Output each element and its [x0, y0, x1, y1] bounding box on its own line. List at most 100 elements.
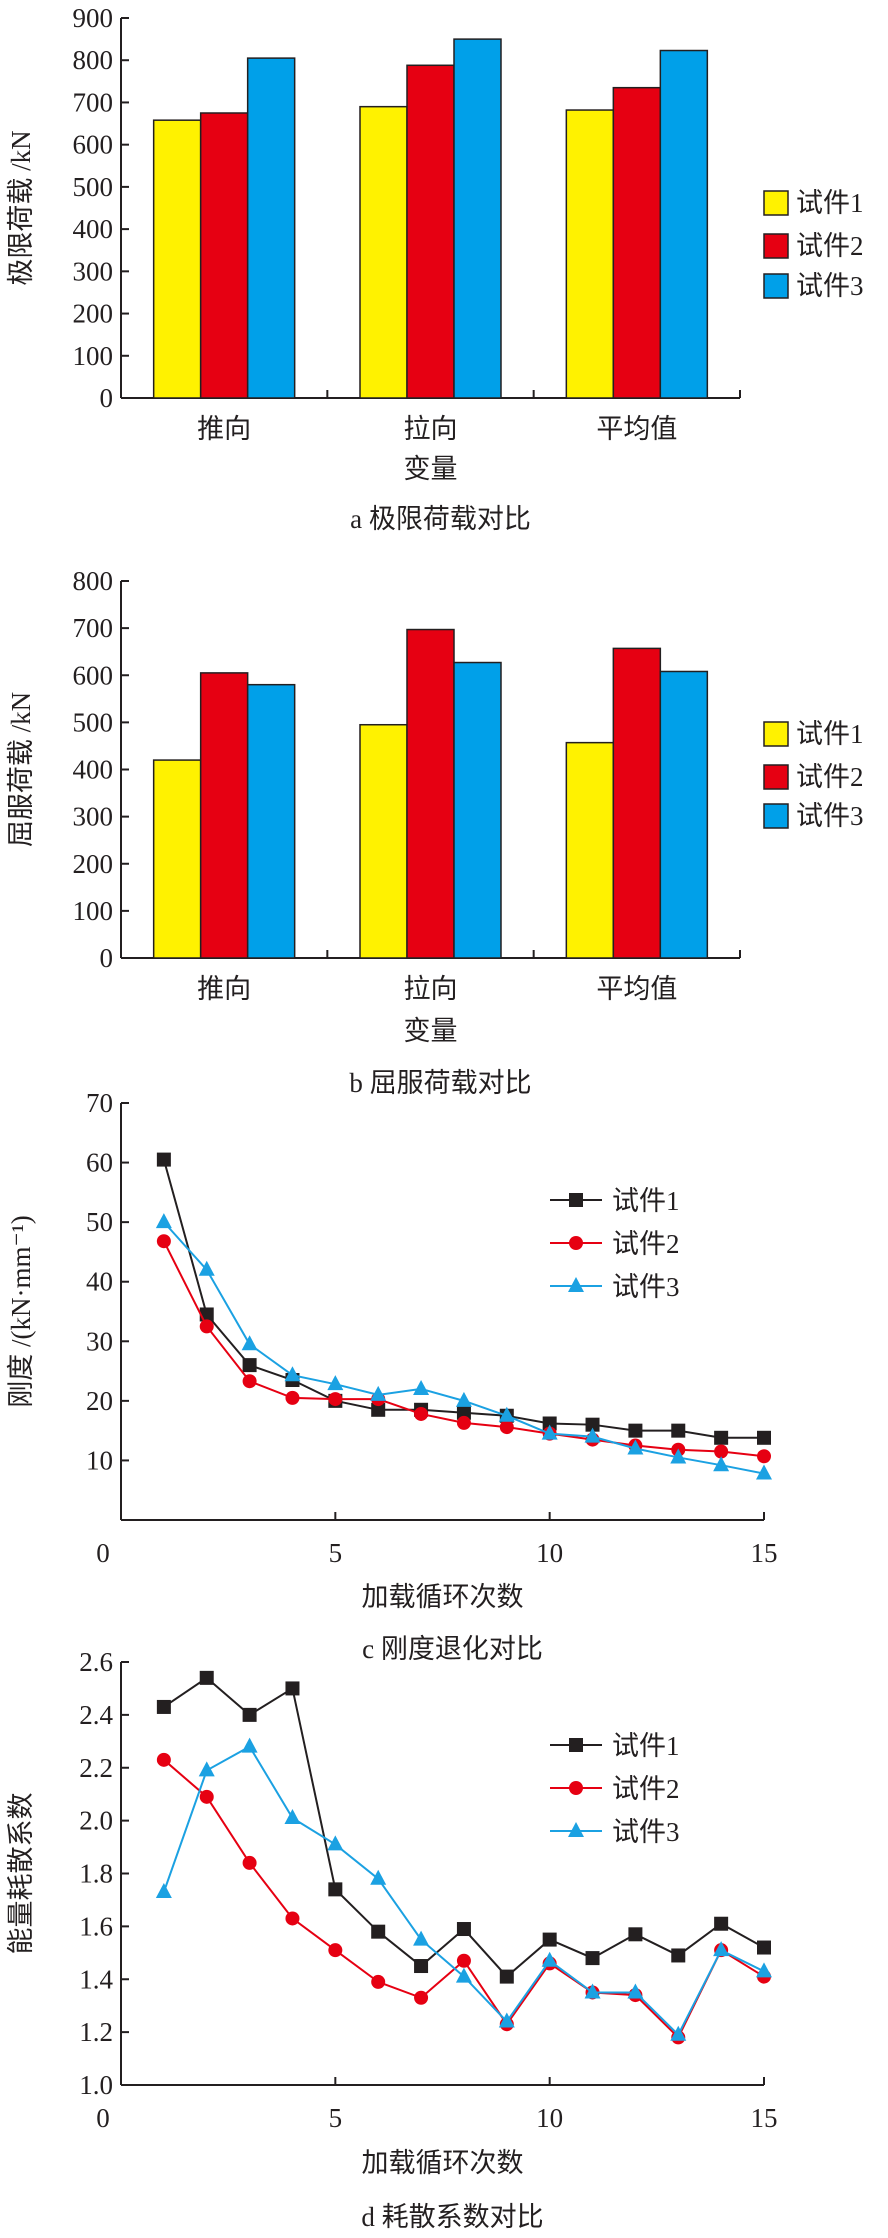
circle-marker: [456, 1953, 471, 1968]
bar-推向-试件1: [152, 119, 202, 399]
circle-marker: [328, 1392, 343, 1407]
y-tick-label: 100: [73, 896, 114, 926]
circle-marker: [371, 1974, 386, 1989]
square-marker: [371, 1402, 386, 1417]
y-axis-label: 屈服荷载 /kN: [6, 692, 36, 847]
triangle-marker: [713, 1456, 730, 1472]
y-tick-label: 600: [73, 130, 114, 160]
square-marker: [242, 1707, 257, 1722]
circle-marker: [199, 1319, 214, 1334]
legend-swatch: [763, 764, 789, 790]
y-tick-label: 200: [73, 849, 114, 879]
y-axis-label: 刚度 /(kN·mm⁻¹): [6, 1215, 36, 1408]
chart-caption: b 屈服荷载对比: [349, 1068, 531, 1098]
y-tick-label: 400: [73, 755, 114, 785]
triangle-marker: [541, 1424, 558, 1440]
square-marker: [456, 1405, 471, 1420]
circle-marker: [285, 1911, 300, 1926]
square-marker: [542, 1932, 557, 1947]
square-marker: [371, 1924, 386, 1939]
bar-平均值-试件2: [612, 647, 662, 959]
legend-label: 试件2: [612, 1774, 680, 1804]
x-tick-label: 平均值: [596, 974, 677, 1004]
x-tick-label: 推向: [197, 974, 251, 1004]
circle-marker: [569, 1781, 583, 1795]
y-tick-label: 40: [86, 1267, 113, 1297]
y-tick-label: 60: [86, 1148, 113, 1178]
bar-推向-试件3: [246, 683, 296, 959]
triangle-marker: [455, 1967, 472, 1983]
y-tick-label: 300: [73, 256, 114, 286]
x-tick-label: 推向: [197, 414, 251, 444]
square-marker: [585, 1417, 600, 1432]
x-tick-label: 15: [751, 1538, 778, 1568]
triangle-marker: [198, 1761, 215, 1777]
bar-平均值-试件2: [612, 86, 662, 399]
square-marker: [569, 1738, 583, 1752]
y-tick-label: 0: [100, 383, 114, 413]
x-tick-label: 5: [329, 1538, 343, 1568]
chart-caption: c 刚度退化对比: [362, 1634, 543, 1664]
square-marker: [671, 1423, 686, 1438]
y-tick-label: 2.4: [79, 1700, 113, 1730]
circle-marker: [414, 1406, 429, 1421]
square-marker: [499, 1969, 514, 1984]
x-tick-label: 10: [536, 1538, 563, 1568]
square-marker: [628, 1927, 643, 1942]
square-marker: [671, 1948, 686, 1963]
triangle-marker: [756, 1962, 772, 1978]
chart-caption: d 耗散系数对比: [361, 2202, 543, 2232]
bar-平均值-试件1: [565, 741, 615, 959]
bar-推向-试件2: [199, 112, 249, 399]
x-tick-label: 拉向: [404, 414, 458, 444]
triangle-marker: [413, 1930, 430, 1946]
legend-label: 试件1: [612, 1731, 680, 1761]
triangle-marker: [713, 1941, 730, 1957]
y-axis-label: 极限荷载 /kN: [6, 130, 36, 285]
y-tick-label: 500: [73, 172, 114, 202]
triangle-marker: [241, 1737, 258, 1753]
square-marker: [585, 1951, 600, 1966]
square-marker: [757, 1940, 771, 1955]
square-marker: [542, 1416, 557, 1431]
y-tick-label: 700: [73, 613, 114, 643]
y-tick-label: 70: [86, 1088, 113, 1118]
y-tick-label: 700: [73, 87, 114, 117]
bar-平均值-试件3: [659, 49, 709, 399]
bar-推向-试件3: [246, 57, 296, 399]
y-tick-label: 30: [86, 1326, 113, 1356]
x-tick-label: 拉向: [404, 974, 458, 1004]
square-marker: [714, 1916, 729, 1931]
square-marker: [628, 1423, 643, 1438]
square-marker: [242, 1358, 257, 1373]
x-tick-label: 5: [329, 2103, 343, 2133]
bar-拉向-试件3: [453, 38, 502, 399]
triangle-marker: [568, 1277, 584, 1292]
y-tick-label: 20: [86, 1386, 113, 1416]
square-marker: [156, 1152, 171, 1167]
chart-b: 0 100 200 300 400 500 600 700 800 屈服荷载 /kN 变量 b 屈服荷…: [6, 566, 864, 1098]
y-tick-label: 2.6: [79, 1647, 113, 1677]
triangle-marker: [455, 1391, 472, 1407]
triangle-marker: [284, 1808, 301, 1824]
legend-label: 试件1: [612, 1186, 680, 1216]
square-marker: [414, 1959, 429, 1974]
circle-marker: [242, 1855, 257, 1870]
x-tick-label: 0: [96, 1538, 110, 1568]
triangle-marker: [155, 1213, 172, 1229]
square-marker: [757, 1430, 771, 1445]
triangle-marker: [627, 1439, 644, 1455]
circle-marker: [328, 1943, 343, 1958]
y-tick-label: 2.0: [79, 1806, 113, 1836]
y-tick-label: 2.2: [79, 1753, 113, 1783]
square-marker: [156, 1699, 171, 1714]
square-marker: [456, 1922, 471, 1937]
legend-label: 试件1: [796, 188, 864, 218]
triangle-marker: [370, 1869, 387, 1885]
triangle-marker: [284, 1366, 301, 1382]
legend-swatch: [763, 721, 789, 747]
triangle-marker: [584, 1427, 601, 1443]
y-tick-label: 500: [73, 707, 114, 737]
